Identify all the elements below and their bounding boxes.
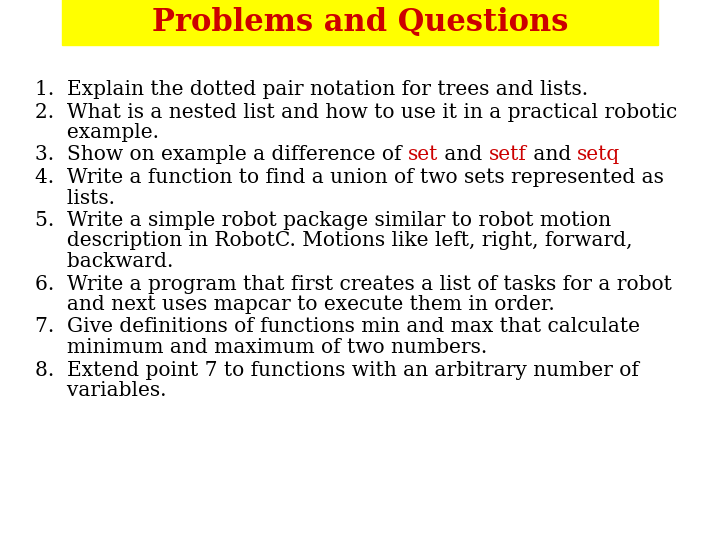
- Text: 5.  Write a simple robot package similar to robot motion: 5. Write a simple robot package similar …: [35, 211, 611, 230]
- Text: and: and: [438, 145, 489, 165]
- Text: minimum and maximum of two numbers.: minimum and maximum of two numbers.: [35, 338, 487, 357]
- FancyBboxPatch shape: [62, 0, 658, 45]
- Text: Problems and Questions: Problems and Questions: [152, 6, 568, 37]
- Text: 3.  Show on example a difference of: 3. Show on example a difference of: [35, 145, 408, 165]
- Text: and: and: [527, 145, 577, 165]
- Text: 2.  What is a nested list and how to use it in a practical robotic: 2. What is a nested list and how to use …: [35, 103, 678, 122]
- Text: and next uses mapcar to execute them in order.: and next uses mapcar to execute them in …: [35, 295, 554, 314]
- Text: setq: setq: [577, 145, 621, 165]
- Text: 7.  Give definitions of functions min and max that calculate: 7. Give definitions of functions min and…: [35, 318, 640, 336]
- Text: 4.  Write a function to find a union of two sets represented as: 4. Write a function to find a union of t…: [35, 168, 664, 187]
- Text: set: set: [408, 145, 438, 165]
- Text: variables.: variables.: [35, 381, 166, 400]
- Text: lists.: lists.: [35, 188, 115, 207]
- Text: example.: example.: [35, 123, 159, 142]
- Text: 8.  Extend point 7 to functions with an arbitrary number of: 8. Extend point 7 to functions with an a…: [35, 361, 639, 380]
- Text: setf: setf: [489, 145, 527, 165]
- Text: 1.  Explain the dotted pair notation for trees and lists.: 1. Explain the dotted pair notation for …: [35, 80, 588, 99]
- Text: 6.  Write a program that first creates a list of tasks for a robot: 6. Write a program that first creates a …: [35, 274, 672, 294]
- Text: backward.: backward.: [35, 252, 174, 271]
- Text: description in RobotC. Motions like left, right, forward,: description in RobotC. Motions like left…: [35, 232, 632, 251]
